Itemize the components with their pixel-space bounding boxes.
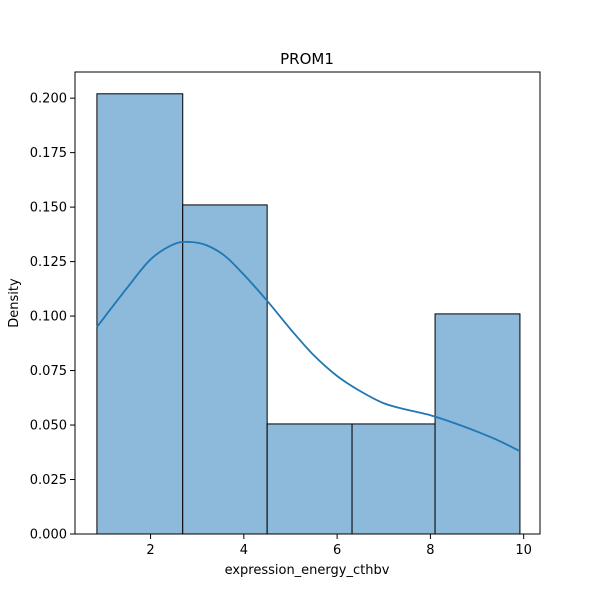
y-tick-label: 0.075 (30, 364, 67, 379)
y-tick-label: 0.175 (30, 146, 67, 161)
x-tick-label: 10 (515, 543, 532, 558)
x-axis-ticks: 2 4 6 8 10 (146, 534, 532, 558)
y-tick-label: 0.100 (30, 310, 67, 325)
histogram-bar-3 (266, 423, 353, 535)
x-tick-label: 8 (426, 543, 434, 558)
histogram-bar-2 (182, 204, 268, 535)
histogram-bar-5 (434, 313, 521, 535)
x-axis-label: expression_energy_cthbv (225, 563, 390, 578)
plot-frame (74, 71, 541, 535)
histogram-bar-1 (96, 93, 184, 535)
y-tick-label: 0.050 (30, 419, 67, 434)
y-tick-label: 0.000 (30, 528, 67, 543)
y-axis-label: Density (7, 278, 22, 328)
histogram-bar-4 (351, 423, 436, 535)
chart-title: PROM1 (280, 50, 334, 68)
y-tick-label: 0.150 (30, 201, 67, 216)
x-tick-label: 4 (240, 543, 248, 558)
y-tick-label: 0.200 (30, 92, 67, 107)
x-tick-label: 2 (146, 543, 154, 558)
histogram-bars (96, 93, 521, 535)
kde-curve (96, 240, 521, 452)
y-tick-label: 0.125 (30, 255, 67, 270)
y-tick-label: 0.025 (30, 473, 67, 488)
x-tick-label: 6 (333, 543, 341, 558)
y-axis-ticks: 0.000 0.025 0.050 0.075 0.100 0.125 0.150 0.175… (30, 92, 75, 543)
